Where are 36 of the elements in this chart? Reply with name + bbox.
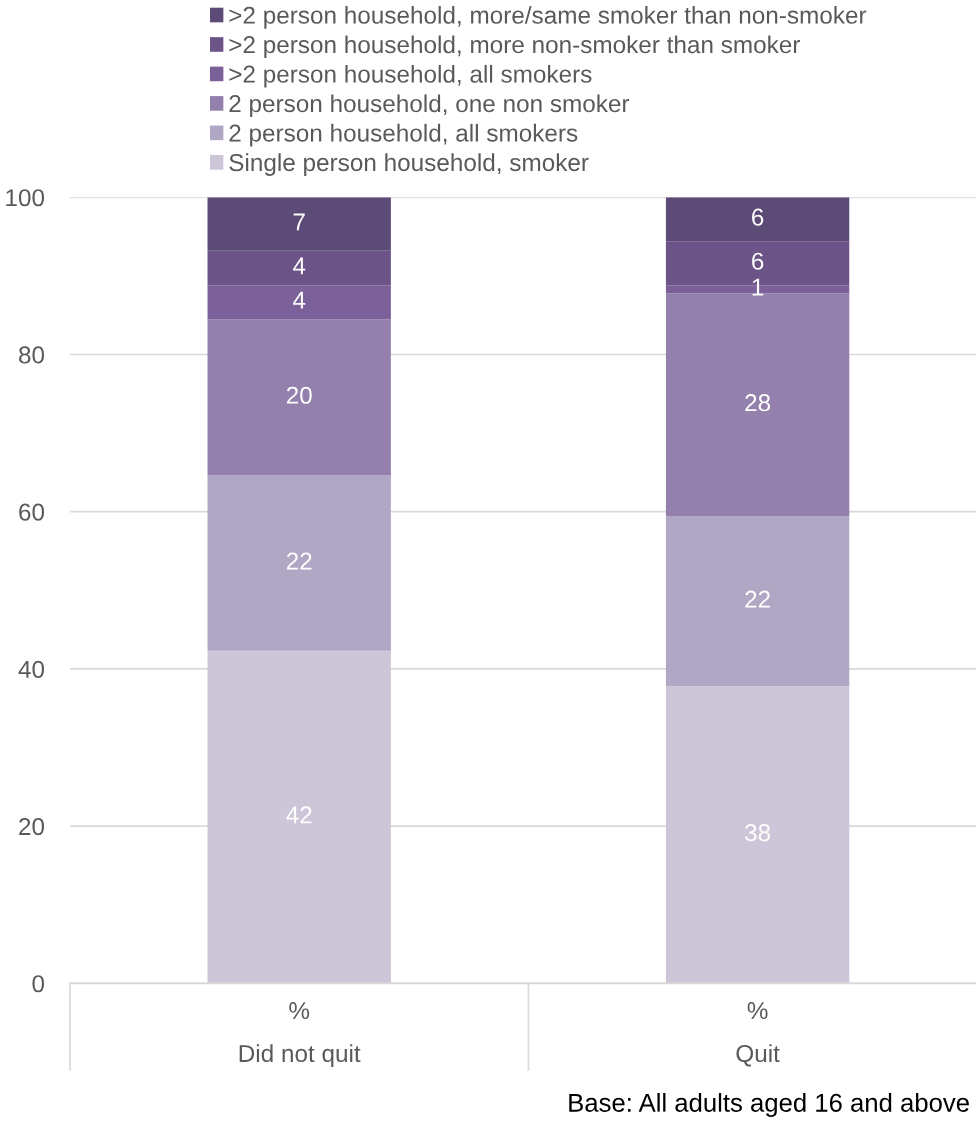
x-tick-label: % Quit bbox=[736, 1002, 780, 1067]
legend-label: 2 person household, one non smoker bbox=[229, 94, 630, 118]
bar bbox=[207, 197, 391, 251]
y-tick-label: 60 bbox=[19, 503, 45, 521]
data-label: 4 bbox=[293, 257, 306, 275]
bar bbox=[207, 475, 391, 651]
y-tick-label: 0 bbox=[32, 975, 45, 993]
data-label: 28 bbox=[745, 394, 771, 412]
data-label: 6 bbox=[752, 208, 764, 226]
x-tick-label: % Did not quit bbox=[239, 1002, 361, 1067]
data-label: 20 bbox=[286, 386, 312, 404]
legend-label: >2 person household, more non-smoker than smoker bbox=[229, 35, 800, 59]
bar bbox=[207, 250, 391, 286]
data-label: 7 bbox=[293, 213, 305, 231]
bar bbox=[207, 285, 391, 320]
data-label: 22 bbox=[286, 552, 312, 570]
legend-label: >2 person household, all smokers bbox=[229, 64, 592, 88]
y-tick-label: 20 bbox=[19, 817, 45, 836]
y-tick-label: 80 bbox=[19, 346, 45, 364]
bar bbox=[207, 650, 391, 984]
data-label: 38 bbox=[745, 824, 771, 842]
data-label: 6 bbox=[752, 252, 764, 270]
legend-label: >2 person household, more/same smoker than non-smoker bbox=[229, 6, 867, 29]
y-tick-label: 40 bbox=[18, 660, 45, 678]
bar bbox=[665, 197, 850, 242]
data-label: 4 bbox=[293, 291, 306, 309]
data-label: 42 bbox=[286, 806, 312, 824]
text: Base: All adults aged 16 and above bbox=[569, 1093, 969, 1117]
legend-label: Single person household, smoker bbox=[229, 153, 589, 176]
data-label: 1 bbox=[752, 278, 764, 296]
y-tick-label: 100 bbox=[6, 189, 45, 207]
bar bbox=[207, 319, 391, 476]
bar bbox=[665, 516, 850, 687]
data-label: 22 bbox=[745, 590, 770, 608]
bar bbox=[665, 686, 850, 984]
legend-label: 2 person household, all smokers bbox=[229, 123, 578, 147]
